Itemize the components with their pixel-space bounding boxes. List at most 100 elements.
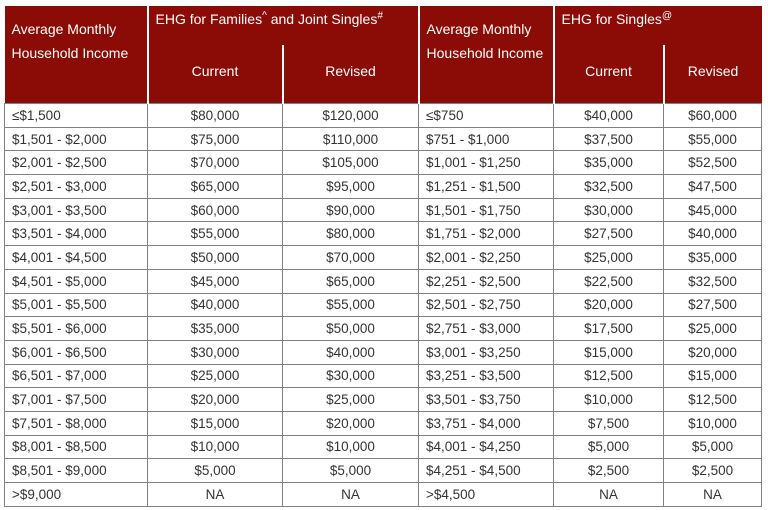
grant-amount-cell: $30,000: [147, 339, 283, 365]
ehg-grant-table: Average Monthly Household Income EHG for…: [4, 6, 763, 507]
income-header-line2: Household Income: [11, 45, 129, 61]
grant-amount-cell: $12,500: [663, 387, 763, 412]
income-header-line1: Average Monthly: [426, 21, 532, 37]
grant-amount-cell: $5,000: [281, 458, 420, 483]
table-row: $8,001 - $8,500 $10,000 $10,000 $4,001 - $4…: [4, 434, 763, 460]
singles-footnote-at: @: [661, 10, 673, 22]
income-range-cell: >$9,000: [4, 482, 148, 507]
families-footnote-caret: ^: [262, 10, 267, 22]
grant-amount-cell: $80,000: [147, 103, 283, 128]
grant-amount-cell: $32,500: [663, 268, 763, 294]
income-range-cell: $2,001 - $2,500: [4, 150, 148, 176]
income-range-cell: $6,501 - $7,000: [4, 363, 148, 389]
grant-amount-cell: $60,000: [663, 103, 763, 128]
grant-amount-cell: $10,000: [281, 434, 420, 460]
grant-amount-cell: $20,000: [663, 339, 763, 365]
income-range-cell: $3,501 - $4,000: [4, 221, 148, 247]
grant-amount-cell: $90,000: [281, 197, 420, 223]
income-header-families: Average Monthly Household Income: [4, 6, 148, 104]
families-group-label: EHG for Families: [155, 11, 263, 27]
grant-amount-cell: $35,000: [553, 150, 665, 176]
table-row: $7,501 - $8,000 $15,000 $20,000 $3,751 - $4…: [4, 410, 763, 436]
grant-amount-cell: $32,500: [553, 174, 665, 199]
income-range-cell: $7,501 - $8,000: [4, 410, 148, 436]
grant-amount-cell: $5,000: [663, 434, 763, 460]
grant-amount-cell: $25,000: [147, 363, 283, 389]
income-range-cell: >$4,500: [418, 482, 555, 507]
income-range-cell: $8,501 - $9,000: [4, 458, 148, 483]
table-row: $6,501 - $7,000 $25,000 $30,000 $3,251 - $3…: [4, 363, 763, 389]
income-range-cell: $1,501 - $1,750: [418, 197, 555, 223]
grant-amount-cell: $25,000: [553, 245, 665, 270]
income-range-cell: $1,001 - $1,250: [418, 150, 555, 176]
grant-amount-cell: $65,000: [147, 174, 283, 199]
income-range-cell: $1,501 - $2,000: [4, 126, 148, 152]
table-body: ≤$1,500 $80,000 $120,000 ≤$750 $40,000 $60,00…: [4, 103, 763, 507]
families-group-header: EHG for Families^ and Joint Singles#: [146, 6, 419, 45]
families-revised-header: Revised: [281, 45, 419, 104]
table-row: $2,501 - $3,000 $65,000 $95,000 $1,251 - $1…: [4, 174, 763, 199]
table-row: >$9,000 NA NA >$4,500 NA NA: [4, 482, 763, 507]
grant-amount-cell: NA: [663, 482, 763, 507]
grant-amount-cell: $55,000: [281, 292, 420, 318]
income-range-cell: $3,251 - $3,500: [418, 363, 555, 389]
income-range-cell: $7,001 - $7,500: [4, 387, 148, 412]
income-range-cell: $751 - $1,000: [418, 126, 555, 152]
grant-amount-cell: $110,000: [281, 126, 420, 152]
income-header-line1: Average Monthly: [11, 21, 117, 37]
income-range-cell: $3,751 - $4,000: [418, 410, 555, 436]
grant-amount-cell: $20,000: [281, 410, 420, 436]
singles-current-header: Current: [552, 45, 664, 104]
singles-group-header: EHG for Singles@: [552, 6, 762, 45]
grant-amount-cell: $60,000: [147, 197, 283, 223]
table-row: $7,001 - $7,500 $20,000 $25,000 $3,501 - $3…: [4, 387, 763, 412]
grant-amount-cell: $22,500: [553, 268, 665, 294]
income-range-cell: ≤$1,500: [4, 103, 148, 128]
income-range-cell: $5,001 - $5,500: [4, 292, 148, 318]
grant-amount-cell: $45,000: [147, 268, 283, 294]
grant-amount-cell: $25,000: [663, 316, 763, 341]
income-range-cell: $3,501 - $3,750: [418, 387, 555, 412]
table-row: $2,001 - $2,500 $70,000 $105,000 $1,001 - $…: [4, 150, 763, 176]
table-row: $5,501 - $6,000 $35,000 $50,000 $2,751 - $3…: [4, 316, 763, 341]
grant-amount-cell: $50,000: [281, 316, 420, 341]
income-range-cell: $4,251 - $4,500: [418, 458, 555, 483]
grant-amount-cell: $27,500: [663, 292, 763, 318]
table-row: $3,501 - $4,000 $55,000 $80,000 $1,751 - $2…: [4, 221, 763, 247]
income-range-cell: $2,751 - $3,000: [418, 316, 555, 341]
table-row: ≤$1,500 $80,000 $120,000 ≤$750 $40,000 $60,00…: [4, 103, 763, 128]
families-current-header: Current: [146, 45, 283, 104]
grant-amount-cell: $47,500: [663, 174, 763, 199]
income-range-cell: $1,251 - $1,500: [418, 174, 555, 199]
income-range-cell: $4,001 - $4,250: [418, 434, 555, 460]
grant-amount-cell: $10,000: [663, 410, 763, 436]
table-row: $4,501 - $5,000 $45,000 $65,000 $2,251 - $2…: [4, 268, 763, 294]
grant-amount-cell: $15,000: [553, 339, 665, 365]
income-range-cell: $2,251 - $2,500: [418, 268, 555, 294]
grant-amount-cell: $30,000: [553, 197, 665, 223]
grant-amount-cell: $37,500: [553, 126, 665, 152]
income-range-cell: $2,501 - $3,000: [4, 174, 148, 199]
families-footnote-hash: #: [377, 10, 383, 22]
grant-amount-cell: $25,000: [281, 387, 420, 412]
header-row-groups: Average Monthly Household Income EHG for…: [4, 6, 762, 104]
table-row: $5,001 - $5,500 $40,000 $55,000 $2,501 - $2…: [4, 292, 763, 318]
income-range-cell: ≤$750: [418, 103, 555, 128]
grant-amount-cell: $15,000: [147, 410, 283, 436]
grant-amount-cell: $10,000: [553, 387, 665, 412]
grant-amount-cell: $105,000: [281, 150, 420, 176]
table-row: $8,501 - $9,000 $5,000 $5,000 $4,251 - $4,5…: [4, 458, 763, 483]
header-row-subcolumns: Current Revised Current Revised: [5, 45, 762, 104]
singles-group-label: EHG for Singles: [561, 11, 662, 27]
grant-amount-cell: $40,000: [281, 339, 420, 365]
income-range-cell: $4,001 - $4,500: [4, 245, 148, 270]
grant-amount-cell: $95,000: [281, 174, 420, 199]
grant-amount-cell: $15,000: [663, 363, 763, 389]
income-range-cell: $2,001 - $2,250: [418, 245, 555, 270]
grant-amount-cell: $12,500: [553, 363, 665, 389]
grant-amount-cell: $40,000: [147, 292, 283, 318]
grant-amount-cell: $7,500: [553, 410, 665, 436]
grant-amount-cell: $10,000: [147, 434, 283, 460]
grant-amount-cell: $17,500: [553, 316, 665, 341]
grant-amount-cell: $55,000: [147, 221, 283, 247]
